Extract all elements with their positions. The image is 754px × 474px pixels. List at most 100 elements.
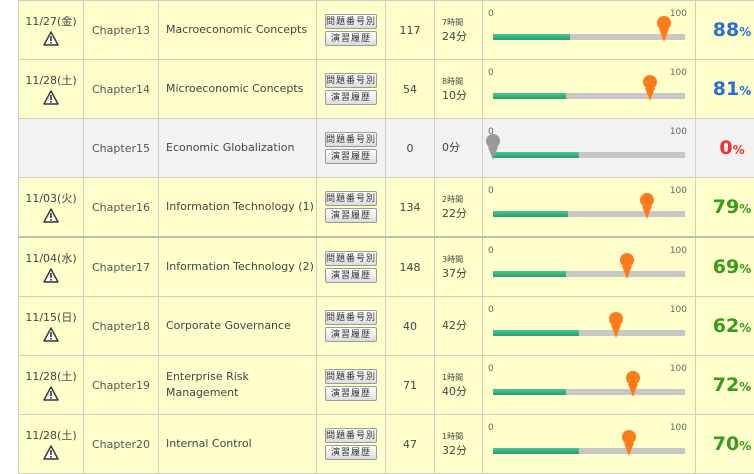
practice-history-button[interactable]: 演習履歴	[325, 208, 377, 223]
last-study-date-cell: 11/03(火)	[19, 178, 84, 238]
chapter-title: Macroeconomic Concepts	[159, 1, 317, 60]
practice-history-button[interactable]: 演習履歴	[325, 386, 377, 401]
questions-by-number-button[interactable]: 問題番号別	[325, 310, 377, 325]
question-count: 54	[386, 60, 435, 119]
progress-track	[493, 211, 685, 217]
accuracy-percent: 81%	[713, 78, 751, 100]
chapter-rows: 11/27(金) Chapter13 Macroeconomic Concept…	[19, 1, 754, 474]
progress-fill	[493, 34, 570, 40]
question-count: 71	[386, 356, 435, 415]
warning-icon	[43, 90, 59, 105]
action-buttons-cell: 問題番号別 演習履歴	[317, 60, 386, 119]
accuracy-cell: 69%	[696, 237, 754, 297]
last-study-date-cell: 11/15(日)	[19, 297, 84, 356]
chapter-row: 11/04(水) Chapter17 Information Technolog…	[19, 237, 754, 297]
chapter-title: Information Technology (1)	[159, 178, 317, 238]
accuracy-value: 72	[713, 374, 739, 396]
bar-max-label: 100	[670, 364, 687, 374]
last-study-date: 11/03(火)	[25, 192, 76, 205]
warning-icon	[43, 31, 59, 46]
questions-by-number-button[interactable]: 問題番号別	[325, 73, 377, 88]
accuracy-cell: 88%	[696, 1, 754, 60]
questions-by-number-button[interactable]: 問題番号別	[325, 191, 377, 206]
progress-fill	[493, 93, 566, 99]
accuracy-cell: 62%	[696, 297, 754, 356]
study-minutes: 37分	[442, 267, 482, 281]
accuracy-unit: %	[739, 262, 751, 276]
last-study-date-cell: 11/27(金)	[19, 1, 84, 60]
accuracy-unit: %	[739, 380, 751, 394]
bar-max-label: 100	[670, 246, 687, 256]
questions-by-number-button[interactable]: 問題番号別	[325, 14, 377, 29]
accuracy-cell: 0%	[696, 119, 754, 178]
progress-fill	[493, 271, 566, 277]
chapter-title: Economic Globalization	[159, 119, 317, 178]
last-study-date: 11/27(金)	[25, 15, 76, 28]
study-time-cell: 3時間 37分	[435, 237, 483, 297]
chapter-title: Enterprise Risk Management	[159, 356, 317, 415]
warning-icon	[43, 445, 59, 460]
accuracy-percent: 79%	[713, 196, 751, 218]
last-study-date: 11/04(水)	[25, 252, 76, 265]
chapter-row: 11/27(金) Chapter13 Macroeconomic Concept…	[19, 1, 754, 60]
accuracy-percent: 62%	[713, 315, 751, 337]
bar-max-label: 100	[670, 127, 687, 137]
study-minutes: 22分	[442, 207, 482, 221]
chapter-title: Microeconomic Concepts	[159, 60, 317, 119]
questions-by-number-button[interactable]: 問題番号別	[325, 132, 377, 147]
chapter-number: Chapter18	[84, 297, 159, 356]
chapter-row: 11/15(日) Chapter18 Corporate Governance …	[19, 297, 754, 356]
practice-history-button[interactable]: 演習履歴	[325, 445, 377, 460]
progress-track	[493, 271, 685, 277]
chapter-row: 11/28(土) Chapter14 Microeconomic Concept…	[19, 60, 754, 119]
study-hours: 8時間	[442, 75, 482, 89]
warning-icon	[43, 268, 59, 283]
accuracy-cell: 72%	[696, 356, 754, 415]
bar-min-label: 0	[488, 186, 494, 196]
question-count: 0	[386, 119, 435, 178]
accuracy-unit: %	[739, 84, 751, 98]
chapter-number: Chapter13	[84, 1, 159, 60]
action-buttons-cell: 問題番号別 演習履歴	[317, 1, 386, 60]
bar-max-label: 100	[670, 68, 687, 78]
progress-fill	[493, 211, 568, 217]
practice-history-button[interactable]: 演習履歴	[325, 327, 377, 342]
progress-track	[493, 448, 685, 454]
questions-by-number-button[interactable]: 問題番号別	[325, 251, 377, 266]
action-buttons-cell: 問題番号別 演習履歴	[317, 237, 386, 297]
practice-history-button[interactable]: 演習履歴	[325, 149, 377, 164]
chapter-number: Chapter19	[84, 356, 159, 415]
progress-fill	[493, 152, 579, 158]
score-marker-icon	[655, 15, 673, 43]
study-minutes: 40分	[442, 385, 482, 399]
study-hours: 2時間	[442, 193, 482, 207]
bar-min-label: 0	[488, 246, 494, 256]
study-time-cell: 7時間 24分	[435, 1, 483, 60]
practice-history-button[interactable]: 演習履歴	[325, 268, 377, 283]
action-buttons-cell: 問題番号別 演習履歴	[317, 297, 386, 356]
bar-min-label: 0	[488, 364, 494, 374]
chapter-number: Chapter16	[84, 178, 159, 238]
score-marker-icon	[618, 252, 636, 280]
last-study-date: 11/28(土)	[25, 370, 76, 383]
study-time-cell: 2時間 22分	[435, 178, 483, 238]
bar-min-label: 0	[488, 305, 494, 315]
questions-by-number-button[interactable]: 問題番号別	[325, 369, 377, 384]
chapter-number: Chapter15	[84, 119, 159, 178]
accuracy-cell: 79%	[696, 178, 754, 238]
accuracy-percent: 72%	[713, 374, 751, 396]
study-hours: 7時間	[442, 16, 482, 30]
action-buttons-cell: 問題番号別 演習履歴	[317, 178, 386, 238]
last-study-date-cell: 11/28(土)	[19, 356, 84, 415]
warning-icon	[43, 386, 59, 401]
accuracy-value: 62	[713, 315, 739, 337]
practice-history-button[interactable]: 演習履歴	[325, 90, 377, 105]
practice-history-button[interactable]: 演習履歴	[325, 31, 377, 46]
progress-fill	[493, 448, 579, 454]
questions-by-number-button[interactable]: 問題番号別	[325, 428, 377, 443]
bar-max-label: 100	[670, 305, 687, 315]
last-study-date: 11/28(土)	[25, 74, 76, 87]
warning-icon	[43, 327, 59, 342]
score-marker-icon	[620, 429, 638, 457]
progress-bar-cell: 0 100	[483, 178, 696, 238]
